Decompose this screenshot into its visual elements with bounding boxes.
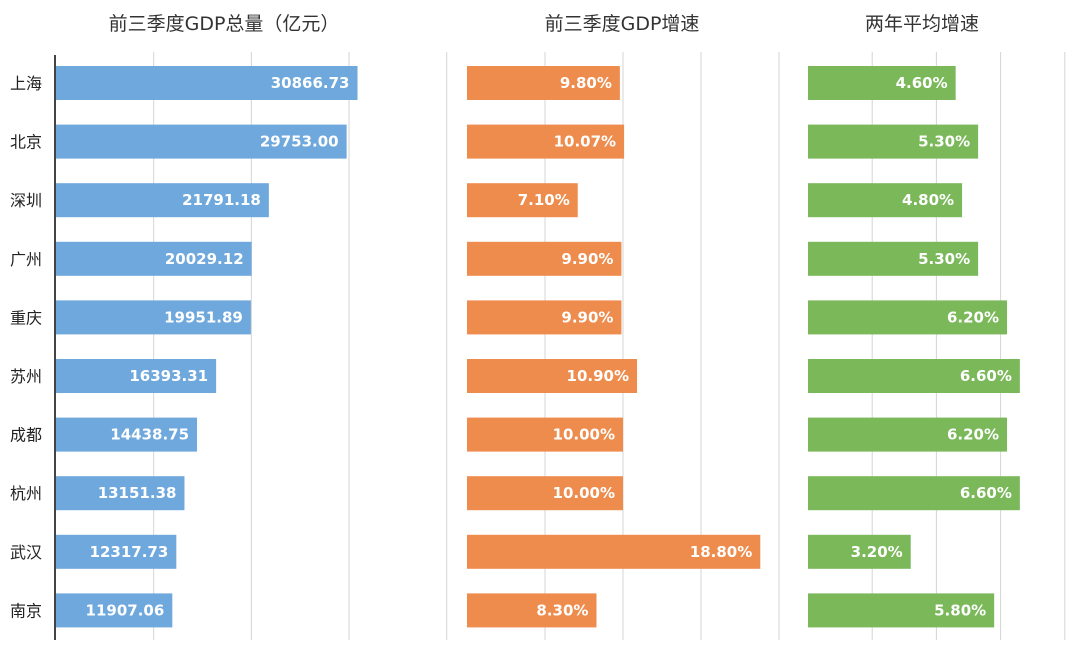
category-label: 深圳 bbox=[10, 191, 42, 210]
bar bbox=[467, 300, 622, 335]
data-label: 19951.89 bbox=[164, 308, 243, 326]
data-label: 12317.73 bbox=[90, 543, 169, 561]
data-label: 3.20% bbox=[851, 543, 903, 561]
panel-title-gdp-growth: 前三季度GDP增速 bbox=[545, 13, 700, 35]
bar bbox=[56, 183, 269, 218]
data-label: 6.60% bbox=[960, 367, 1012, 385]
bar bbox=[56, 476, 185, 511]
data-label: 16393.31 bbox=[129, 367, 208, 385]
bar bbox=[808, 66, 956, 100]
data-label: 8.30% bbox=[536, 601, 588, 619]
category-label: 武汉 bbox=[10, 543, 42, 562]
bar bbox=[467, 593, 597, 628]
panel-title-two-year-growth: 两年平均增速 bbox=[865, 13, 979, 35]
bar bbox=[56, 593, 173, 628]
bar bbox=[808, 300, 1008, 335]
data-label: 10.90% bbox=[567, 367, 629, 385]
data-label: 10.00% bbox=[553, 426, 615, 444]
data-label: 6.60% bbox=[960, 484, 1012, 502]
data-label: 18.80% bbox=[690, 543, 752, 561]
category-label: 成都 bbox=[10, 426, 42, 445]
category-label: 上海 bbox=[10, 74, 42, 93]
data-label: 5.30% bbox=[918, 250, 970, 268]
bar bbox=[467, 241, 622, 276]
bar bbox=[467, 183, 578, 218]
data-labels: 30866.73 29753.00 21791.18 20029.12 19951.89… bbox=[86, 74, 1012, 619]
data-label: 4.60% bbox=[896, 74, 948, 92]
data-label: 14438.75 bbox=[110, 426, 189, 444]
bar bbox=[56, 359, 217, 393]
data-label: 6.20% bbox=[947, 308, 999, 326]
category-label: 重庆 bbox=[10, 308, 42, 327]
data-label: 5.30% bbox=[918, 133, 970, 151]
bar bbox=[808, 476, 1020, 511]
bar bbox=[808, 241, 979, 276]
bar bbox=[467, 534, 761, 569]
data-label: 13151.38 bbox=[98, 484, 177, 502]
bar bbox=[56, 241, 252, 276]
panel-title-gdp-total: 前三季度GDP总量（亿元） bbox=[109, 13, 340, 35]
bar bbox=[467, 359, 638, 393]
bars bbox=[56, 66, 1020, 628]
category-label: 苏州 bbox=[10, 367, 42, 386]
data-label: 11907.06 bbox=[86, 601, 165, 619]
bar bbox=[808, 593, 995, 628]
data-label: 6.20% bbox=[947, 426, 999, 444]
bar bbox=[808, 534, 911, 569]
data-label: 20029.12 bbox=[165, 250, 244, 268]
bar bbox=[808, 124, 979, 159]
data-label: 30866.73 bbox=[271, 74, 350, 92]
category-label: 南京 bbox=[10, 601, 42, 620]
data-label: 9.80% bbox=[560, 74, 612, 92]
bar bbox=[56, 300, 251, 335]
bar bbox=[808, 183, 963, 218]
data-label: 4.80% bbox=[902, 191, 954, 209]
data-label: 10.00% bbox=[553, 484, 615, 502]
data-label: 21791.18 bbox=[182, 191, 261, 209]
bar bbox=[56, 124, 347, 159]
category-label: 广州 bbox=[10, 250, 42, 269]
category-label: 北京 bbox=[10, 133, 42, 152]
data-label: 29753.00 bbox=[260, 133, 339, 151]
bar bbox=[467, 417, 623, 452]
bar bbox=[808, 359, 1020, 393]
bar bbox=[467, 66, 620, 100]
data-label: 9.90% bbox=[561, 250, 613, 268]
bar bbox=[56, 534, 177, 569]
bar bbox=[56, 66, 358, 100]
bar bbox=[808, 417, 1008, 452]
data-label: 9.90% bbox=[561, 308, 613, 326]
data-label: 7.10% bbox=[518, 191, 570, 209]
data-label: 10.07% bbox=[554, 133, 616, 151]
data-label: 5.80% bbox=[934, 601, 986, 619]
bar bbox=[467, 124, 625, 159]
bar bbox=[56, 417, 198, 452]
bar bbox=[467, 476, 623, 511]
category-label: 杭州 bbox=[10, 484, 42, 503]
